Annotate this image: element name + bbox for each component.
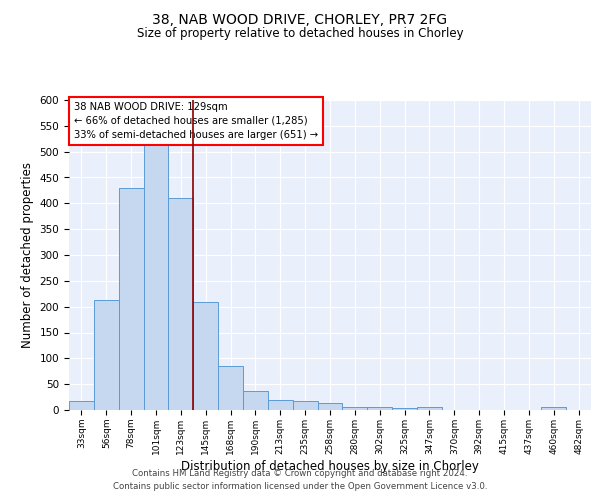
Bar: [218, 366, 243, 410]
Bar: [541, 408, 566, 410]
Bar: [417, 408, 442, 410]
X-axis label: Distribution of detached houses by size in Chorley: Distribution of detached houses by size …: [181, 460, 479, 472]
Bar: [367, 407, 392, 410]
Bar: [268, 400, 293, 410]
Bar: [317, 404, 343, 410]
Bar: [243, 392, 268, 410]
Text: Contains public sector information licensed under the Open Government Licence v3: Contains public sector information licen…: [113, 482, 487, 491]
Text: Contains HM Land Registry data © Crown copyright and database right 2024.: Contains HM Land Registry data © Crown c…: [132, 468, 468, 477]
Bar: [69, 400, 94, 410]
Bar: [143, 136, 169, 410]
Bar: [119, 188, 143, 410]
Text: Size of property relative to detached houses in Chorley: Size of property relative to detached ho…: [137, 28, 463, 40]
Bar: [343, 407, 367, 410]
Bar: [193, 302, 218, 410]
Bar: [169, 198, 193, 410]
Y-axis label: Number of detached properties: Number of detached properties: [21, 162, 34, 348]
Bar: [293, 400, 317, 410]
Text: 38, NAB WOOD DRIVE, CHORLEY, PR7 2FG: 38, NAB WOOD DRIVE, CHORLEY, PR7 2FG: [152, 12, 448, 26]
Bar: [94, 300, 119, 410]
Text: 38 NAB WOOD DRIVE: 129sqm
← 66% of detached houses are smaller (1,285)
33% of se: 38 NAB WOOD DRIVE: 129sqm ← 66% of detac…: [74, 102, 319, 140]
Bar: [392, 408, 417, 410]
